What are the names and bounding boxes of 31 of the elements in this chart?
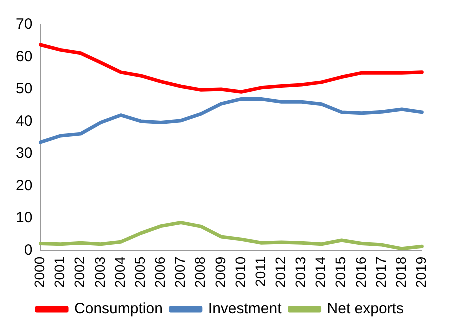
x-tick-label: 2004 bbox=[112, 256, 128, 288]
x-tick-label: 2015 bbox=[332, 256, 349, 288]
y-tick-label: 20 bbox=[16, 177, 33, 194]
y-tick-label: 0 bbox=[24, 242, 33, 259]
y-tick-label: 70 bbox=[16, 16, 33, 34]
x-tick-label: 2012 bbox=[272, 256, 288, 288]
x-tick-label: 2019 bbox=[413, 256, 430, 288]
x-tick-label: 2005 bbox=[132, 256, 148, 288]
x-tick-label: 2006 bbox=[152, 256, 168, 288]
x-tick-label: 2000 bbox=[32, 256, 48, 288]
x-tick-label: 2002 bbox=[72, 256, 88, 288]
legend-label: Net exports bbox=[327, 300, 404, 318]
legend-label: Investment bbox=[208, 300, 283, 318]
y-tick-label: 10 bbox=[16, 210, 33, 227]
y-tick-label: 60 bbox=[16, 48, 33, 66]
legend-label: Consumption bbox=[74, 300, 163, 318]
x-tick-label: 2013 bbox=[292, 256, 309, 288]
x-tick-label: 2011 bbox=[252, 256, 268, 287]
x-tick-label: 2009 bbox=[212, 256, 228, 288]
y-tick-label: 40 bbox=[16, 112, 33, 130]
x-tick-label: 2007 bbox=[172, 256, 188, 288]
y-tick-label: 50 bbox=[16, 80, 33, 98]
y-tick-label: 30 bbox=[16, 145, 33, 162]
x-tick-label: 2017 bbox=[372, 256, 389, 288]
x-tick-label: 2016 bbox=[352, 256, 369, 288]
x-tick-label: 2014 bbox=[312, 256, 329, 288]
x-tick-label: 2018 bbox=[392, 256, 409, 288]
x-tick-label: 2008 bbox=[192, 256, 208, 288]
x-tick-label: 2010 bbox=[232, 256, 248, 288]
x-tick-label: 2001 bbox=[52, 256, 68, 288]
x-tick-label: 2003 bbox=[92, 256, 108, 288]
